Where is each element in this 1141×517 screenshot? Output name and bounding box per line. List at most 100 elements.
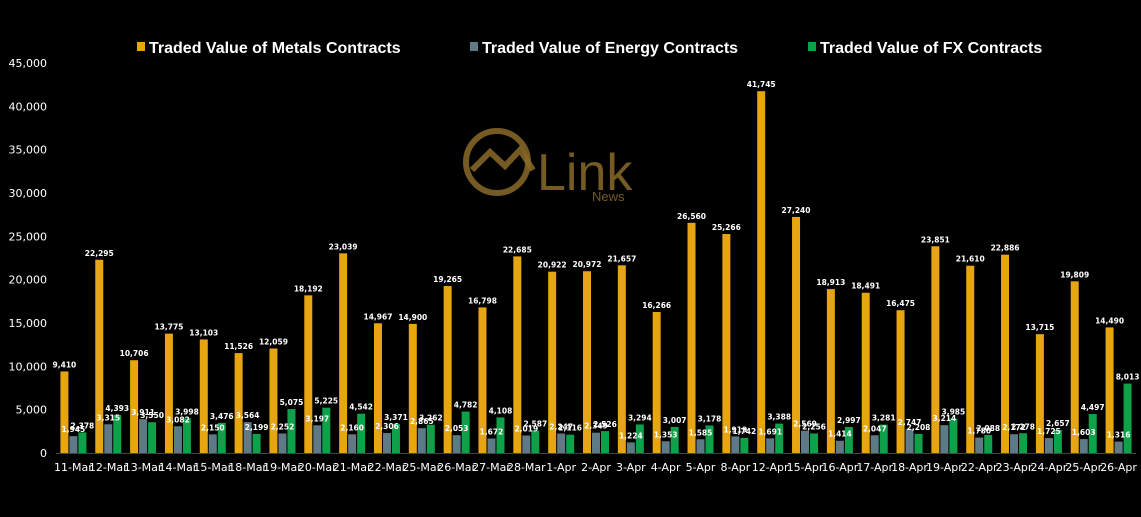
data-label: 3,214 (933, 414, 957, 423)
data-label: 13,775 (154, 323, 183, 332)
bar (164, 333, 173, 453)
bar (601, 431, 609, 453)
bar (1010, 434, 1019, 453)
data-label: 1,316 (1107, 431, 1131, 440)
x-tick-label: 25-Mar (402, 461, 441, 474)
legend-label: Traded Value of FX Contracts (820, 40, 1042, 57)
bar (113, 414, 122, 453)
y-tick-label: 5,000 (16, 404, 48, 417)
x-tick-label: 11-Mar (54, 461, 93, 474)
x-tick-label: 15-Mar (193, 461, 232, 474)
x-tick-label: 20-Mar (298, 461, 337, 474)
data-label: 18,491 (851, 282, 880, 291)
y-tick-label: 40,000 (9, 100, 48, 113)
bar (60, 371, 69, 453)
x-tick-label: 19-Apr (926, 461, 963, 474)
y-tick-label: 30,000 (9, 187, 48, 200)
bar (1044, 438, 1053, 453)
bar (234, 353, 243, 453)
data-label: 3,262 (419, 414, 443, 423)
bar (348, 434, 357, 453)
bar (801, 430, 810, 453)
legend-swatch (808, 42, 816, 51)
bar (487, 438, 496, 453)
bar (199, 339, 208, 453)
data-label: 23,039 (329, 242, 358, 251)
y-tick-label: 15,000 (9, 317, 48, 330)
bar (173, 426, 182, 453)
data-label: 3,564 (236, 411, 260, 420)
x-tick-label: 26-Apr (1100, 461, 1137, 474)
data-label: 2,569 (793, 420, 817, 429)
data-label: 1,603 (1072, 428, 1096, 437)
bar (1035, 334, 1044, 453)
bar (626, 442, 635, 453)
data-label: 2,865 (410, 417, 434, 426)
data-label: 16,798 (468, 296, 497, 305)
y-tick-label: 0 (40, 447, 47, 460)
bar (217, 422, 226, 453)
data-label: 3,388 (767, 413, 791, 422)
data-label: 3,476 (210, 412, 234, 421)
legend: Traded Value of Metals Contracts Traded V… (137, 40, 1042, 57)
data-label: 20,972 (573, 260, 602, 269)
y-tick-label: 10,000 (9, 360, 48, 373)
bar (757, 91, 766, 454)
data-label: 3,197 (305, 414, 329, 423)
x-tick-label: 16-Apr (821, 461, 858, 474)
bar (1070, 281, 1079, 453)
bar (443, 286, 452, 453)
data-label: 3,371 (384, 413, 408, 422)
data-label: 19,809 (1060, 270, 1089, 279)
data-label: 2,172 (1002, 423, 1026, 432)
data-label: 18,192 (294, 284, 323, 293)
data-label: 4,108 (489, 406, 513, 415)
bars (60, 91, 1132, 454)
data-label: 1,585 (689, 428, 713, 437)
data-label: 2,657 (1046, 419, 1070, 428)
data-label: 2,747 (898, 418, 922, 427)
data-label: 1,780 (967, 427, 991, 436)
x-tick-label: 18-Apr (891, 461, 928, 474)
data-label: 3,082 (166, 415, 190, 424)
data-label: 4,782 (454, 401, 478, 410)
data-label: 14,490 (1095, 316, 1124, 325)
bar (304, 295, 313, 453)
bar (566, 434, 575, 453)
data-label: 3,178 (698, 414, 722, 423)
bar (705, 425, 714, 453)
watermark-logo: Link News (463, 128, 633, 204)
x-tick-label: 19-Mar (263, 461, 302, 474)
bar (775, 423, 784, 453)
data-label: 2,587 (523, 420, 547, 429)
bar (870, 435, 879, 453)
data-label: 1,414 (828, 430, 852, 439)
bar (548, 271, 557, 453)
bar (531, 430, 540, 453)
bar (478, 307, 487, 453)
bar (670, 426, 679, 453)
bar (583, 271, 591, 453)
bar (1053, 429, 1062, 453)
data-label: 2,349 (584, 422, 608, 431)
bar (1105, 327, 1114, 453)
bar (896, 310, 905, 453)
data-label: 3,550 (140, 411, 164, 420)
bar (966, 265, 975, 453)
bar (513, 256, 522, 453)
data-label: 3,911 (131, 408, 155, 417)
x-tick-label: 22-Apr (961, 461, 998, 474)
x-tick-label: 5-Apr (686, 461, 716, 474)
data-label: 2,247 (549, 423, 573, 432)
bar (557, 433, 566, 453)
bar (687, 222, 696, 453)
x-tick-label: 8-Apr (720, 461, 750, 474)
y-tick-label: 45,000 (9, 57, 48, 70)
y-axis: 0 5,000 10,000 15,000 20,000 25,000 30,000 35,0… (9, 57, 48, 460)
bar (313, 425, 322, 453)
bar (792, 216, 801, 453)
bar (417, 428, 426, 453)
x-tick-label: 12-Mar (89, 461, 128, 474)
